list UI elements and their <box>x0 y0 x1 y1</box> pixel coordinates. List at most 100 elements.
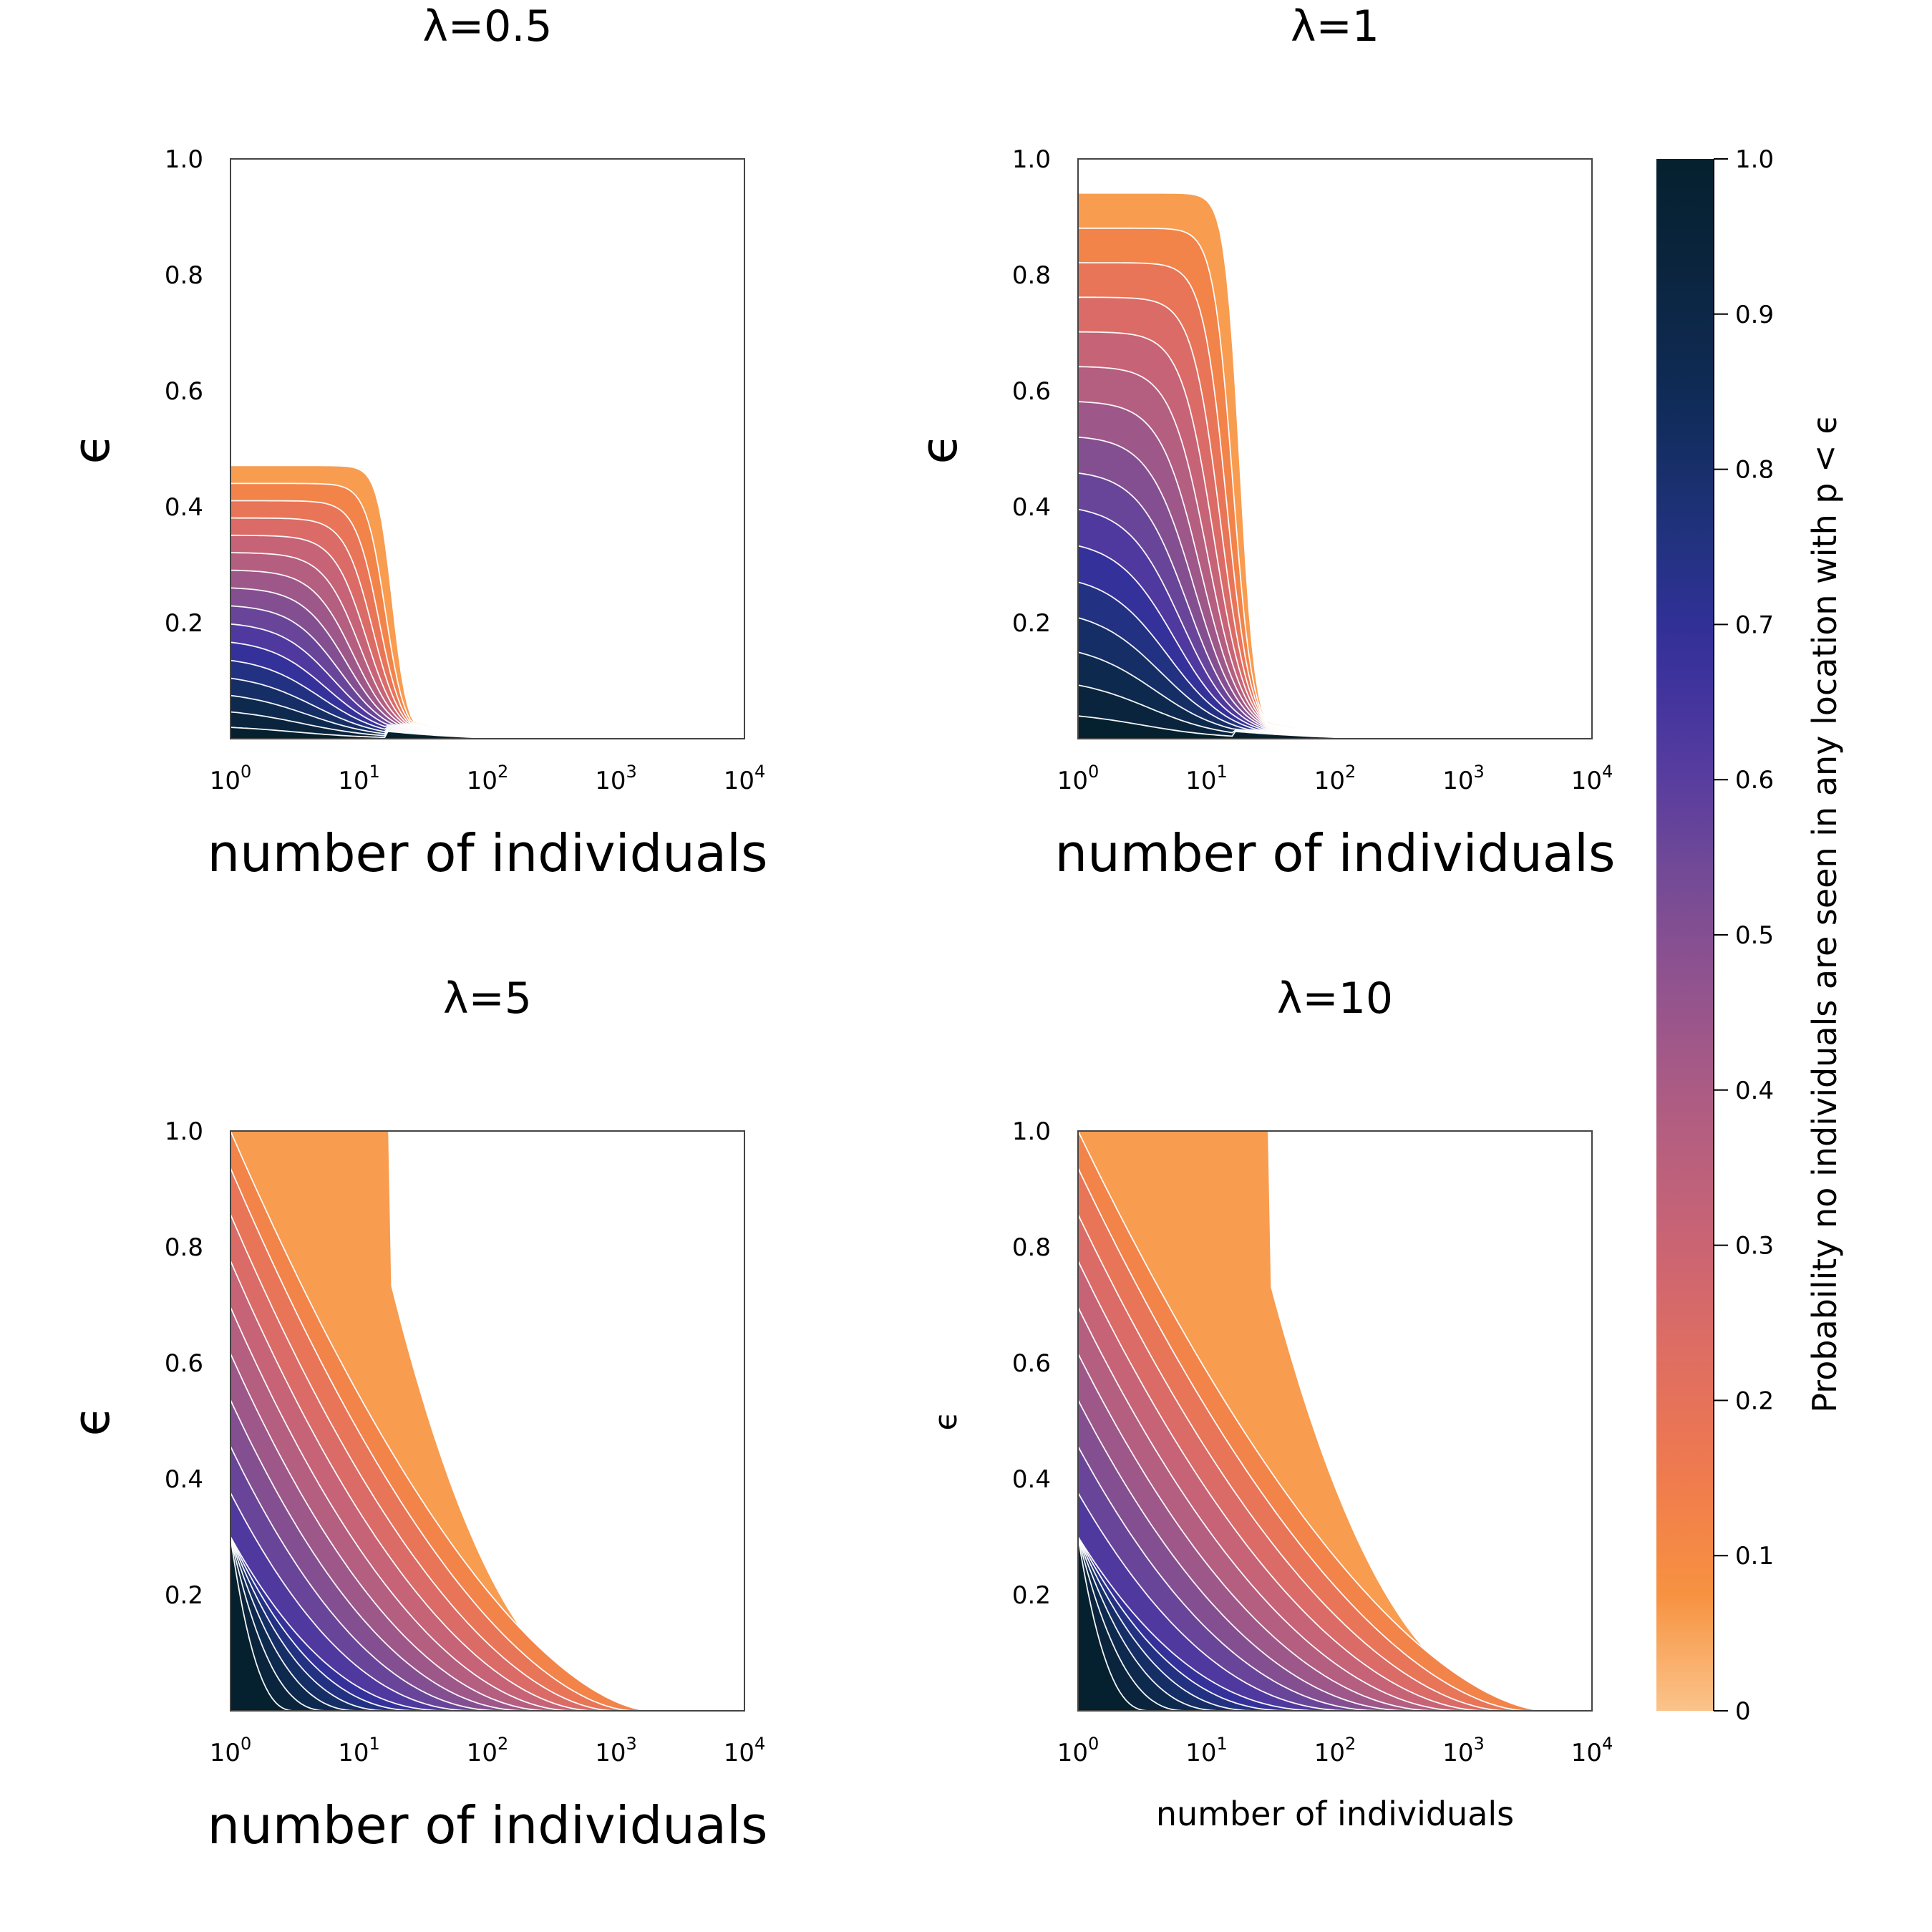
x-tick-label: 100 <box>210 1734 252 1767</box>
contour-line <box>1078 1446 1592 1711</box>
colorbar-label: Probability no individuals are seen in a… <box>1805 414 1844 1412</box>
contour-band <box>230 1537 744 1711</box>
colorbar-tick-label: 0.6 <box>1735 766 1774 795</box>
contour-line <box>1078 715 1592 739</box>
colorbar-tick-label: 0.1 <box>1735 1542 1774 1571</box>
x-tick-label: 102 <box>467 762 509 795</box>
contour-band <box>230 727 744 739</box>
x-axis-label: number of individuals <box>207 823 767 883</box>
x-tick-label: 104 <box>724 762 766 795</box>
contour-line <box>1078 1536 1592 1711</box>
panels: λ=0.5 0.2 0.4 0.6 0.8 1.0 100 101 102 103 104 numbe… <box>62 1 1616 1855</box>
contour-band <box>1078 1446 1592 1711</box>
plot-frame <box>230 158 745 739</box>
x-tick-label: 101 <box>338 762 380 795</box>
y-tick-label: 0.6 <box>165 1349 203 1378</box>
contour-line <box>230 1536 744 1711</box>
contour-line <box>230 1536 744 1711</box>
x-axis-label: number of individuals <box>1156 1795 1514 1833</box>
x-axis-label: number of individuals <box>207 1795 767 1855</box>
contour-line <box>230 1399 744 1711</box>
x-tick-label: 104 <box>724 1734 766 1767</box>
contour-band <box>1078 1537 1592 1711</box>
panel-title: λ=0.5 <box>422 1 552 52</box>
contour-line <box>1078 1261 1592 1711</box>
panel-title: λ=5 <box>443 974 532 1024</box>
y-tick-label: 1.0 <box>165 1117 203 1146</box>
contour-band <box>230 623 744 739</box>
colorbar-tick-label: 0.5 <box>1735 921 1774 950</box>
x-tick-label: 100 <box>1057 762 1100 795</box>
contour-band <box>230 1399 744 1711</box>
plot-frame <box>230 1130 745 1712</box>
colorbar-tick-label: 0 <box>1735 1697 1751 1726</box>
y-tick-label: 0.8 <box>1012 1233 1051 1262</box>
y-tick-label: 0.4 <box>1012 493 1051 522</box>
contour-line <box>1078 1536 1592 1711</box>
y-axis-label: ϵ <box>910 433 969 464</box>
x-tick-label: 103 <box>1442 1734 1485 1767</box>
contour-line <box>230 727 744 739</box>
y-axis-label: ϵ <box>62 433 121 464</box>
x-tick-label: 104 <box>1571 762 1613 795</box>
y-tick-label: 1.0 <box>1012 145 1051 174</box>
contour-line <box>1078 1536 1592 1711</box>
panel-1: λ=0.5 0.2 0.4 0.6 0.8 1.0 100 101 102 103 104 numbe… <box>62 1 768 883</box>
y-tick-label: 1.0 <box>1012 1117 1051 1146</box>
contour-band <box>1078 545 1592 739</box>
plot-frame <box>1077 1130 1593 1712</box>
contour-line <box>1078 1536 1592 1711</box>
colorbar-tick-label: 1.0 <box>1735 145 1774 174</box>
contour-line <box>1078 1131 1592 1711</box>
panel-title: λ=10 <box>1277 974 1393 1024</box>
contour-band <box>1078 509 1592 739</box>
y-tick-label: 0.6 <box>1012 377 1051 406</box>
contour-line <box>1078 1306 1592 1711</box>
y-tick-label: 1.0 <box>165 145 203 174</box>
y-tick-label: 0.8 <box>165 261 203 290</box>
contour-field <box>230 1131 744 1711</box>
panel-2: λ=1 0.2 0.4 0.6 0.8 1.0 100 101 102 103 104 number … <box>910 1 1616 883</box>
y-tick-label: 0.2 <box>1012 1581 1051 1610</box>
y-tick-label: 0.2 <box>165 1581 203 1610</box>
colorbar-tick-label: 0.3 <box>1735 1232 1774 1261</box>
y-tick-label: 0.6 <box>165 377 203 406</box>
y-tick-label: 0.4 <box>165 1465 203 1494</box>
colorbar-tick-label: 0.4 <box>1735 1077 1774 1105</box>
contour-line <box>230 1168 744 1711</box>
colorbar-tick-label: 0.7 <box>1735 611 1774 639</box>
x-tick-label: 103 <box>595 762 637 795</box>
plot-frame <box>1077 158 1593 739</box>
contour-field <box>1078 193 1592 739</box>
colorbar-tick-label: 0.2 <box>1735 1387 1774 1415</box>
contour-line <box>1078 1399 1592 1711</box>
contour-band <box>230 642 744 739</box>
x-tick-label: 102 <box>1314 762 1356 795</box>
colorbar: 0 0.1 0.2 0.3 0.4 0.5 0.6 0.7 0.8 0.9 1.0 Probabili… <box>1656 145 1844 1726</box>
x-tick-label: 102 <box>1314 1734 1356 1767</box>
contour-line <box>230 1131 744 1711</box>
contour-band <box>230 1446 744 1711</box>
x-axis-label: number of individuals <box>1054 823 1615 883</box>
contour-field <box>1078 1131 1592 1711</box>
y-axis-label: ϵ <box>62 1405 121 1436</box>
panel-title: λ=1 <box>1291 1 1379 52</box>
x-tick-label: 104 <box>1571 1734 1613 1767</box>
contour-line <box>230 1261 744 1711</box>
y-tick-label: 0.8 <box>1012 261 1051 290</box>
x-tick-label: 102 <box>467 1734 509 1767</box>
contour-field <box>230 466 744 739</box>
x-tick-label: 101 <box>1185 1734 1228 1767</box>
x-tick-label: 101 <box>1185 762 1228 795</box>
contour-line <box>1078 1353 1592 1711</box>
contour-line <box>230 1214 744 1711</box>
colorbar-gradient <box>1656 159 1714 1711</box>
colorbar-tick-label: 0.9 <box>1735 301 1774 329</box>
y-tick-label: 0.2 <box>165 609 203 638</box>
y-tick-label: 0.6 <box>1012 1349 1051 1378</box>
x-tick-label: 103 <box>1442 762 1485 795</box>
contour-line <box>1078 1168 1592 1711</box>
contour-line <box>1078 1536 1592 1711</box>
panel-4: λ=10 0.2 0.4 0.6 0.8 1.0 100 101 102 103 104 number… <box>928 974 1613 1833</box>
